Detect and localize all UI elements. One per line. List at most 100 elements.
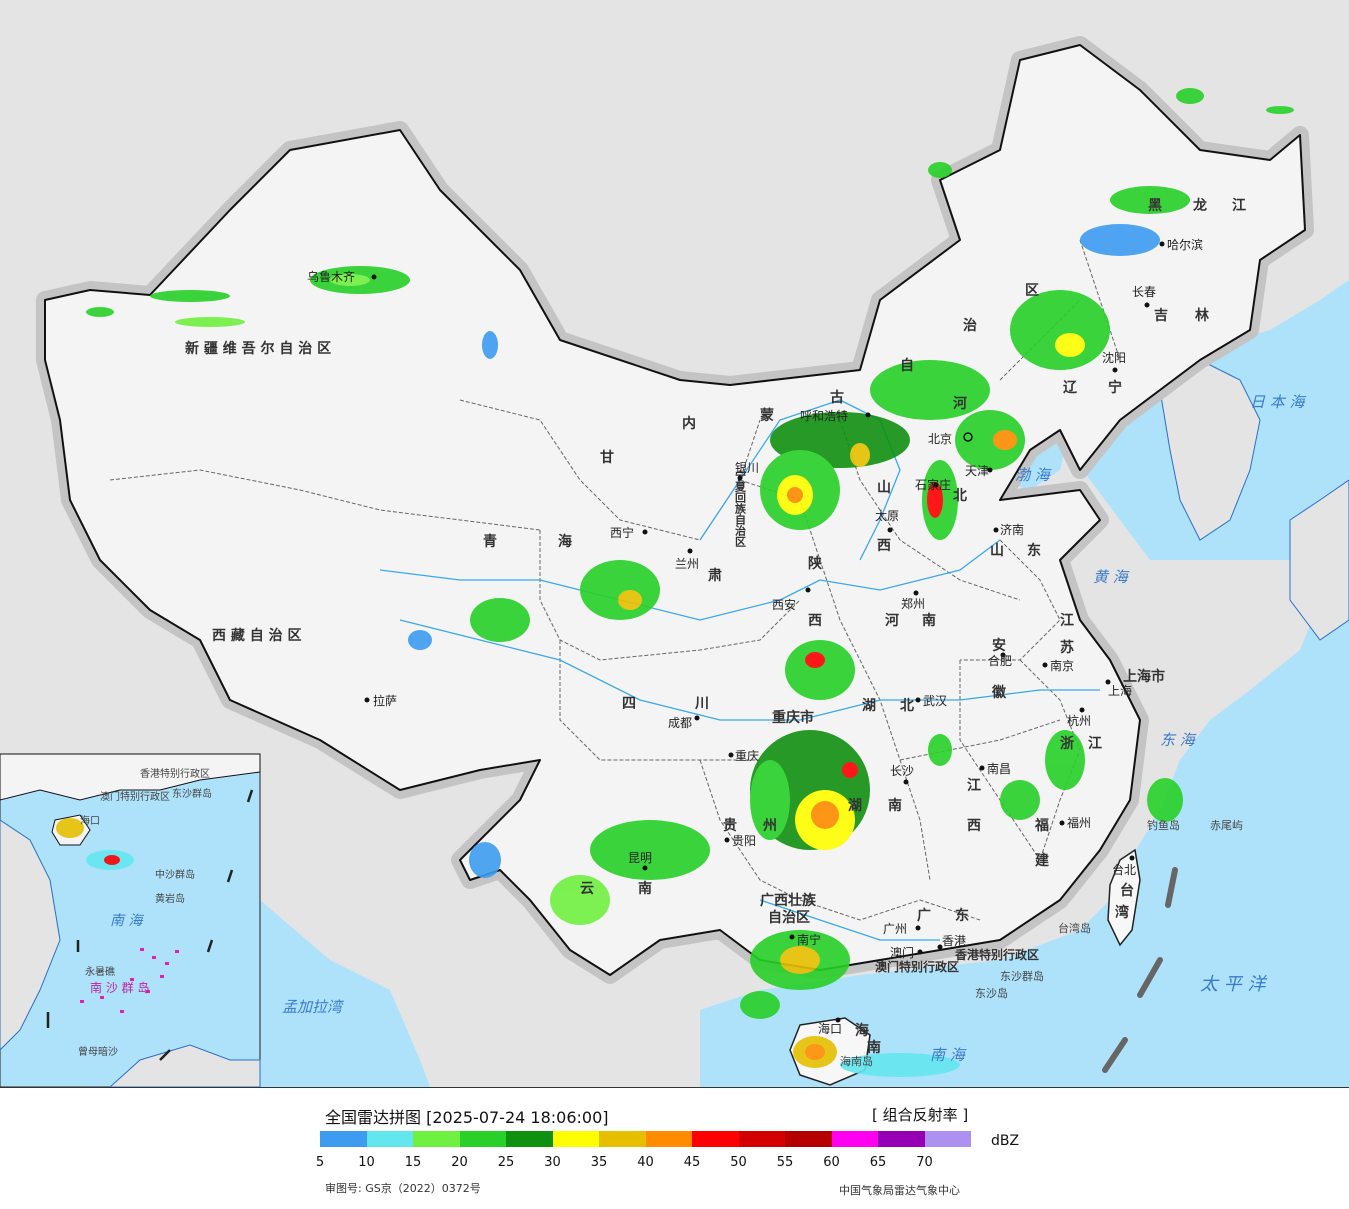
region-label: 肃 [708, 567, 722, 584]
region-label: 广西壮族 [760, 892, 817, 909]
inset-label: 南 海 [110, 913, 144, 929]
city-label: 北京 [928, 432, 952, 446]
region-label: 广 [917, 907, 931, 924]
legend-tick: 10 [358, 1155, 375, 1170]
rivers [379, 399, 1100, 941]
legend-swatch [459, 1131, 506, 1147]
region-label: 自治区 [768, 909, 810, 926]
region-label: 徽 [991, 684, 1007, 701]
nine-dash-inset [46, 789, 254, 1061]
credit-label: 中国气象局雷达气象中心 [839, 1184, 960, 1197]
sea-label: 东 海 [1160, 731, 1197, 749]
city-label: 长春 [1132, 285, 1156, 299]
inset-label: 南 沙 群 岛 [90, 980, 149, 995]
city-label: 杭州 [1067, 713, 1091, 728]
legend-swatch [785, 1131, 832, 1147]
region-label: 区 [1025, 283, 1039, 299]
city-label: 太原 [875, 508, 899, 523]
region-label: 南 [888, 797, 902, 814]
city-label: 西安 [772, 597, 796, 612]
region-label: 福 [1034, 817, 1049, 834]
city-label: 呼和浩特 [800, 408, 848, 423]
radar-echoes [86, 88, 1294, 1077]
city-label: 武汉 [923, 694, 947, 708]
island-label: 台湾岛 [1058, 921, 1091, 935]
inset-label: 中沙群岛 [155, 868, 195, 881]
radar-map: 新 疆 维 吾 尔 自 治 区 西 藏 自 治 区 青 海 甘 肃 内 蒙 古 … [0, 0, 1349, 1087]
city-label: 兰州 [675, 557, 699, 571]
legend-swatch [878, 1131, 925, 1147]
region-label: 北 [900, 698, 914, 714]
region-label: 香港特别行政区 [954, 947, 1039, 962]
region-label: 河 [885, 612, 899, 629]
inset-label: 香港特别行政区 [140, 767, 210, 780]
color-legend [320, 1131, 971, 1147]
island-label: 海南岛 [840, 1054, 873, 1068]
city-label: 澳门 [890, 945, 914, 960]
legend-swatch [831, 1131, 878, 1147]
region-label: 辽 [1063, 380, 1078, 396]
legend-tick: 20 [451, 1155, 468, 1170]
region-label: 安 [992, 637, 1006, 654]
city-label: 西宁 [610, 525, 634, 540]
region-label: 海 [558, 533, 572, 550]
region-label: 四 [622, 696, 636, 712]
legend-tick: 70 [916, 1155, 933, 1170]
city-label: 长沙 [890, 764, 914, 778]
region-label: 海 [855, 1022, 869, 1039]
region-label: 南 [867, 1039, 881, 1056]
legend-swatch [413, 1131, 460, 1147]
region-label: 宁 [1108, 379, 1122, 396]
city-label: 福州 [1067, 815, 1091, 830]
region-label: 甘 [600, 449, 614, 466]
region-label: 州 [762, 818, 777, 834]
city-label: 沈阳 [1102, 350, 1126, 365]
legend-swatch [366, 1131, 413, 1147]
island-label: 赤尾屿 [1210, 819, 1243, 832]
legend-tick: 25 [497, 1155, 515, 1170]
region-label: 重庆市 [772, 709, 814, 726]
legend-swatch [506, 1131, 553, 1147]
region-label: 上海市 [1123, 668, 1165, 685]
city-label: 南京 [1050, 658, 1074, 673]
legend-swatch [320, 1131, 367, 1147]
legend-tick: 15 [404, 1155, 422, 1170]
legend-tick: 65 [869, 1155, 887, 1170]
city-label: 乌鲁木齐 [307, 269, 355, 284]
region-label: 山 [990, 543, 1004, 559]
legend-tick: 40 [637, 1155, 654, 1170]
legend-footer [0, 1087, 1349, 1209]
legend-swatch [645, 1131, 692, 1147]
region-label: 林 [1195, 307, 1209, 324]
sea-label: 日 本 海 [1250, 393, 1307, 411]
inset-label: 东沙群岛 [172, 787, 212, 800]
legend-swatch [738, 1131, 785, 1147]
region-label: 川 [694, 696, 709, 712]
product-label: [ 组合反射率 ] [872, 1106, 969, 1124]
city-label: 广州 [883, 922, 907, 936]
inset-label: 黄岩岛 [155, 892, 185, 905]
region-label: 南 [922, 612, 936, 629]
city-label: 香港 [942, 934, 966, 948]
legend-tick: 30 [544, 1155, 561, 1170]
region-label: 西 [877, 538, 891, 554]
region-label: 东 [955, 907, 969, 924]
island-label: 东沙岛 [975, 986, 1008, 1000]
sea-area [700, 0, 1349, 1087]
city-label: 拉萨 [373, 693, 397, 708]
island-label: 钓鱼岛 [1147, 818, 1180, 832]
region-labels: 新 疆 维 吾 尔 自 治 区 西 藏 自 治 区 青 海 甘 肃 内 蒙 古 … [185, 197, 1246, 1056]
inset-land [0, 753, 261, 801]
city-label: 济南 [1000, 522, 1024, 537]
region-label: 江 [967, 777, 981, 794]
city-label: 成都 [668, 716, 692, 730]
city-label: 天津 [965, 464, 989, 478]
south-sea-inset: 南 海 中沙群岛 黄岩岛 南 沙 群 岛 永暑礁 曾母暗沙 东沙群岛 海口 香港… [0, 753, 261, 1087]
city-label: 贵阳 [732, 834, 756, 848]
region-label: 自 [900, 357, 914, 374]
island-labels: 钓鱼岛 赤尾屿 台湾岛 东沙群岛 东沙岛 海南岛 [840, 818, 1243, 1068]
region-label: 苏 [1060, 639, 1074, 656]
region-label: 宁夏回族自治区 [734, 469, 747, 548]
city-label: 台北 [1112, 862, 1136, 877]
city-label: 重庆 [735, 749, 759, 763]
